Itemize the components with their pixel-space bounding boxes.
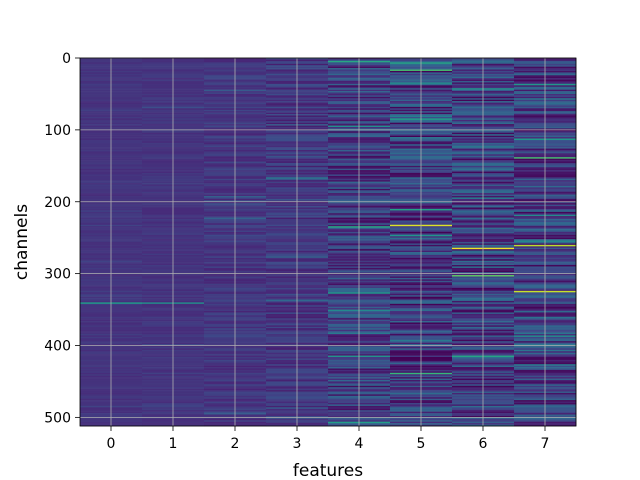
- y-tick-label: 200: [44, 195, 71, 211]
- y-tick-label: 400: [44, 339, 71, 355]
- x-axis: 0 1 2 3 4 5 6 7: [107, 426, 550, 452]
- x-tick-label: 3: [293, 436, 302, 452]
- y-tick-label: 100: [44, 123, 71, 139]
- heatmap-cells: [80, 58, 577, 427]
- y-tick-label: 500: [44, 410, 71, 426]
- x-tick-label: 2: [231, 436, 240, 452]
- y-axis-label: channels: [12, 204, 32, 280]
- x-axis-label: features: [293, 461, 363, 480]
- y-tick-label: 0: [62, 51, 71, 67]
- x-tick-label: 6: [479, 436, 488, 452]
- plot-frame: [79, 57, 577, 427]
- x-tick-label: 4: [355, 436, 364, 452]
- y-axis: 0 100 200 300 400 500: [44, 51, 80, 426]
- y-tick-label: 300: [44, 267, 71, 283]
- x-tick-label: 1: [169, 436, 178, 452]
- grid-lines: [80, 57, 576, 426]
- x-tick-label: 0: [107, 436, 116, 452]
- x-tick-label: 7: [541, 436, 550, 452]
- x-tick-label: 5: [417, 436, 426, 452]
